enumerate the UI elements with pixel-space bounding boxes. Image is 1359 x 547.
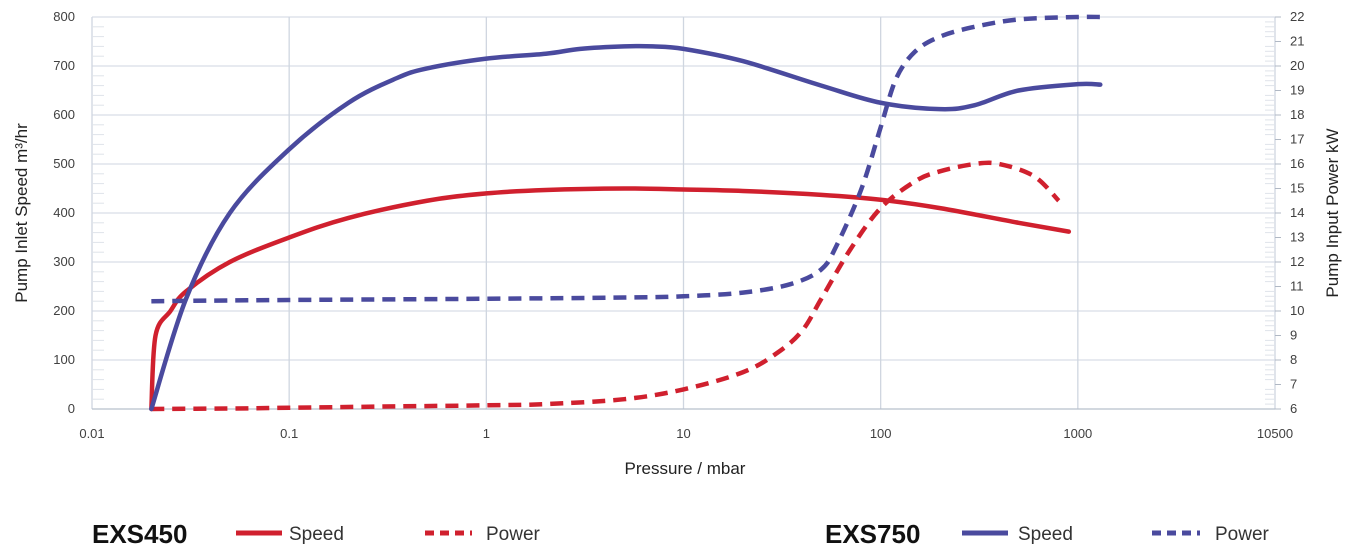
y-tick-label-right: 13 (1290, 230, 1304, 245)
y-tick-label-right: 19 (1290, 83, 1304, 98)
x-tick-labels: 0.01 0.1 1 10 100 1000 10500 (79, 426, 1293, 441)
y-tick-label-left: 400 (53, 205, 75, 220)
y-tick-label-right: 17 (1290, 132, 1304, 147)
y-axis-title-left: Pump Inlet Speed m³/hr (12, 123, 31, 303)
legend-group-exs750: EXS750 Speed Power (825, 519, 1270, 547)
y-tick-label-right: 22 (1290, 9, 1304, 24)
x-axis-title: Pressure / mbar (625, 459, 746, 478)
legend-group-exs450: EXS450 Speed Power (92, 519, 541, 547)
x-tick-label: 0.1 (280, 426, 298, 441)
legend-label-exs750-speed: Speed (1018, 524, 1073, 545)
y-tick-label-right: 9 (1290, 328, 1297, 343)
y-axis-title-right: Pump Input Power kW (1323, 128, 1342, 297)
series-exs450-power (151, 160, 1061, 412)
x-tick-label: 0.01 (79, 426, 104, 441)
legend-label-exs750-power: Power (1215, 524, 1270, 545)
x-tick-label: 10500 (1257, 426, 1293, 441)
x-tick-label: 100 (870, 426, 892, 441)
y-tick-label-right: 6 (1290, 401, 1297, 416)
y-tick-label-left: 800 (53, 9, 75, 24)
y-tick-label-left: 200 (53, 303, 75, 318)
y-tick-label-right: 8 (1290, 352, 1297, 367)
x-tick-label: 10 (676, 426, 690, 441)
y-tick-label-right: 18 (1290, 107, 1304, 122)
legend-model-exs450: EXS450 (92, 519, 187, 547)
y-tick-label-right: 11 (1290, 279, 1304, 294)
grid (91, 16, 1276, 410)
y-tick-label-right: 15 (1290, 181, 1304, 196)
legend-model-exs750: EXS750 (825, 519, 920, 547)
x-tick-label: 1000 (1063, 426, 1092, 441)
y-tick-label-right: 20 (1290, 58, 1304, 73)
y-tick-label-right: 14 (1290, 205, 1304, 220)
y-tick-label-left: 300 (53, 254, 75, 269)
y-tick-label-left: 100 (53, 352, 75, 367)
x-tick-label: 1 (483, 426, 490, 441)
legend-label-exs450-speed: Speed (289, 524, 344, 545)
series-layer (149, 14, 1103, 412)
y-tick-label-left: 500 (53, 156, 75, 171)
y-tick-labels-right: 6 7 8 9 10 11 12 13 14 15 16 17 18 19 20 21 22 (1290, 9, 1304, 416)
y-tick-label-left: 0 (68, 401, 75, 416)
y-tick-labels-left: 0 100 200 300 400 500 600 700 800 (53, 9, 75, 416)
y-tick-label-left: 600 (53, 107, 75, 122)
y-tick-label-right: 10 (1290, 303, 1304, 318)
series-exs750-speed (149, 43, 1103, 412)
y-tick-label-right: 21 (1290, 34, 1304, 49)
y-tick-label-right: 12 (1290, 254, 1304, 269)
y-tick-label-right: 16 (1290, 156, 1304, 171)
legend-label-exs450-power: Power (486, 524, 541, 545)
series-exs750-power (151, 14, 1101, 304)
y-tick-label-right: 7 (1290, 377, 1297, 392)
y-tick-label-left: 700 (53, 58, 75, 73)
